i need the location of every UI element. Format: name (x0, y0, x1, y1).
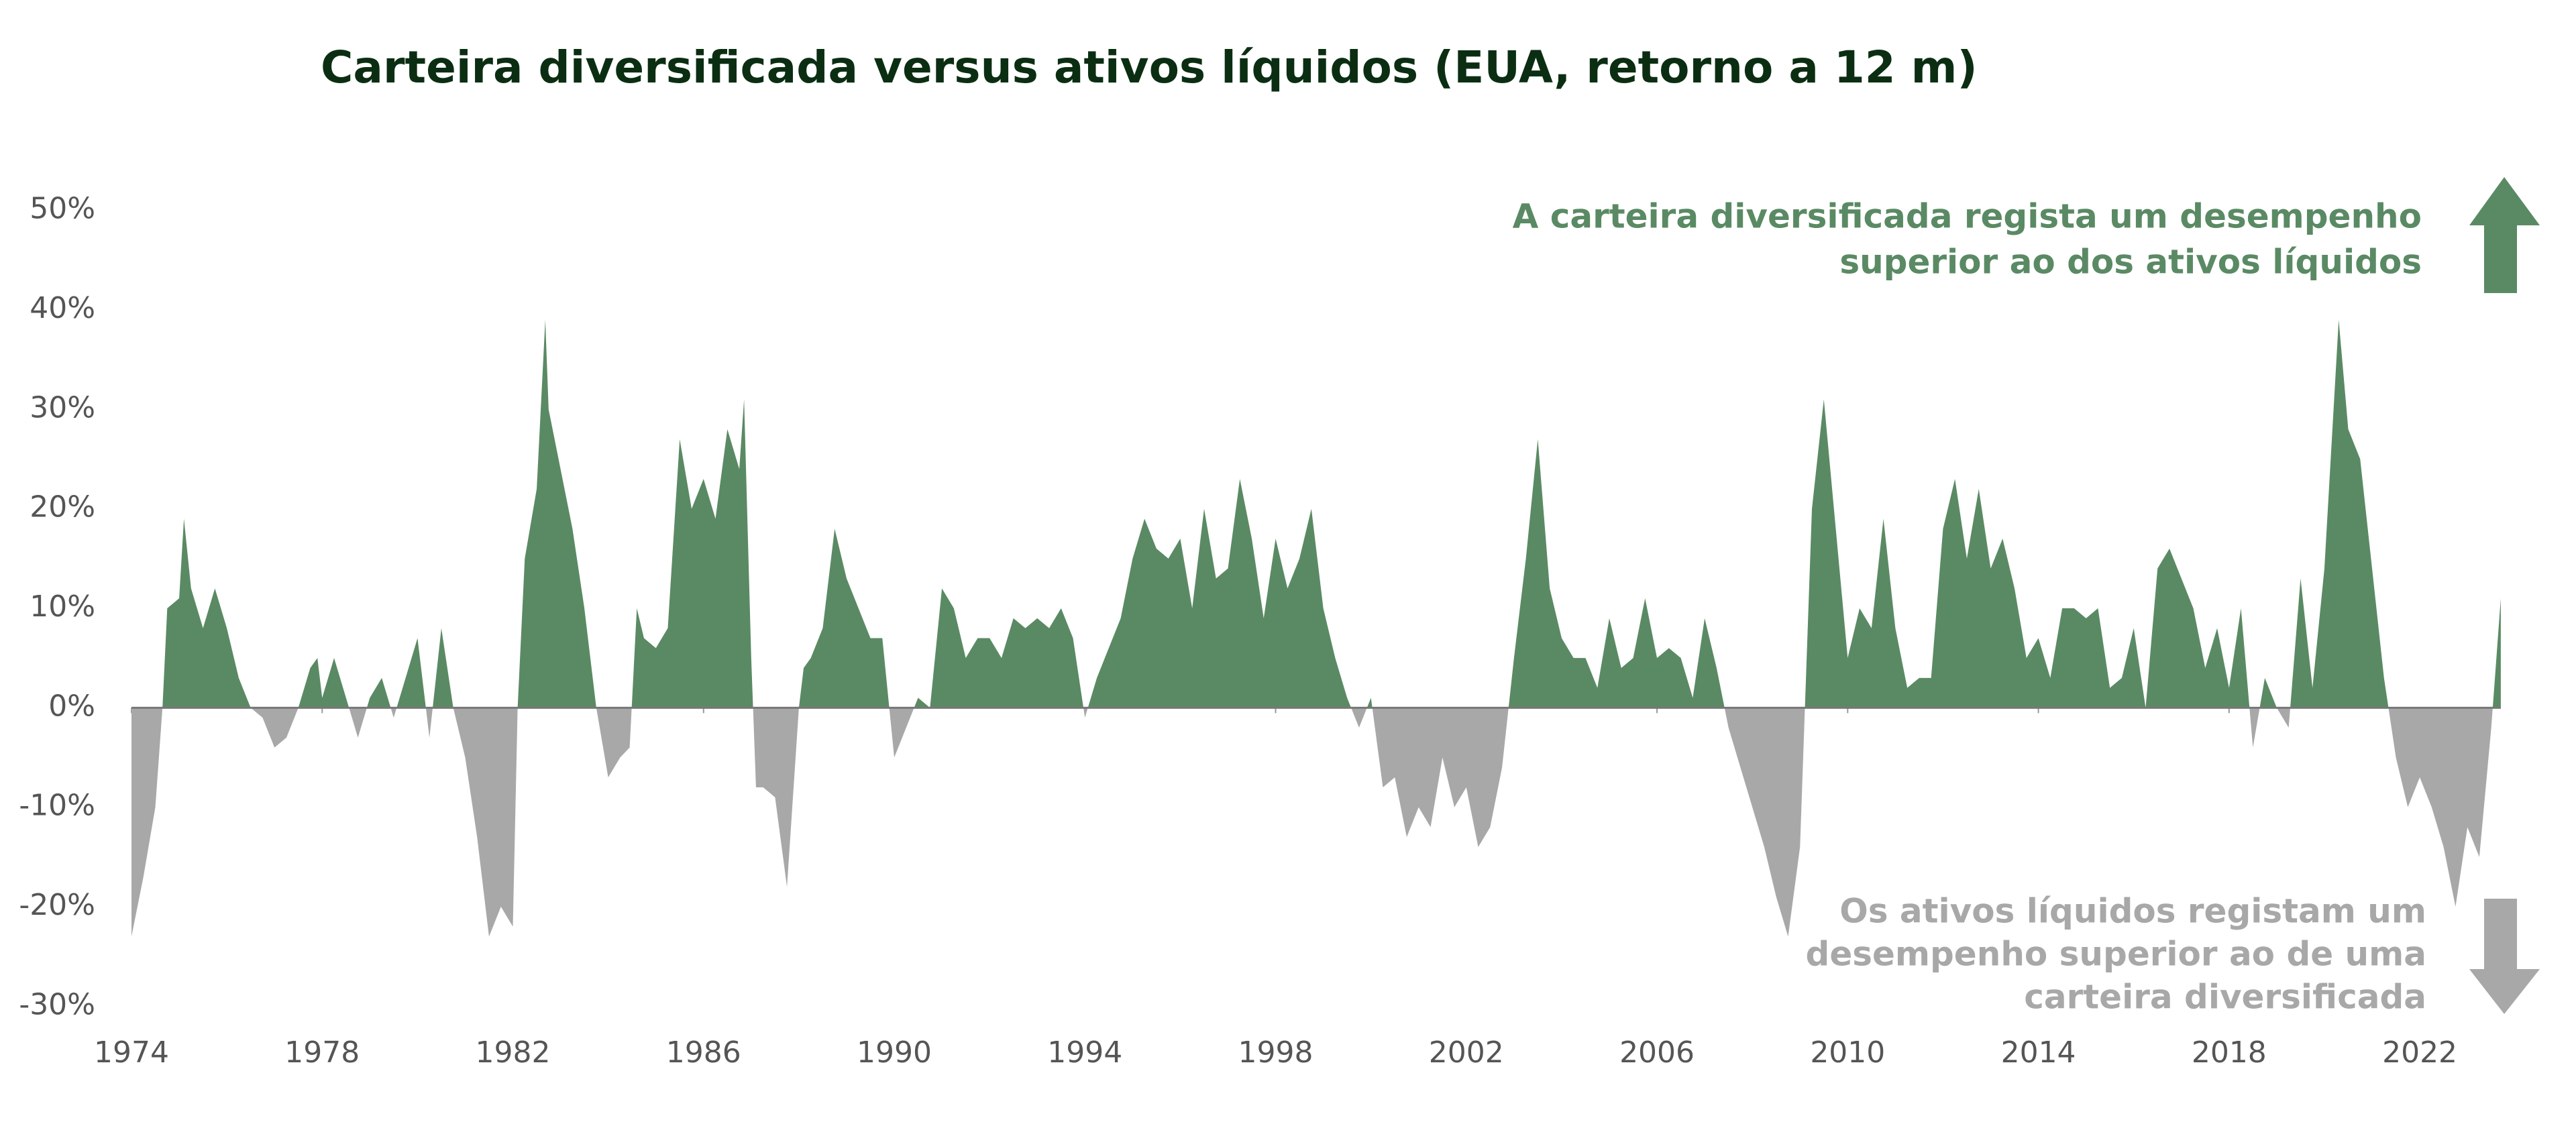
y-tick-label: 10% (30, 590, 95, 624)
annotation-negative: carteira diversificada (2024, 978, 2426, 1017)
annotation-positive: superior ao dos ativos líquidos (1839, 243, 2422, 282)
y-tick-label: -20% (19, 888, 95, 922)
x-tick-label: 2018 (2192, 1035, 2267, 1070)
y-tick-label: 0% (48, 689, 95, 723)
y-tick-label: -30% (19, 987, 95, 1021)
x-tick-label: 1986 (666, 1035, 741, 1070)
x-tick-label: 1998 (1238, 1035, 1313, 1070)
y-tick-label: 50% (30, 192, 95, 226)
y-tick-label: -10% (19, 789, 95, 823)
x-tick-label: 1994 (1047, 1035, 1122, 1070)
x-tick-label: 1974 (94, 1035, 169, 1070)
x-tick-label: 2006 (1619, 1035, 1695, 1070)
chart-title: Carteira diversificada versus ativos líq… (321, 42, 1978, 93)
up-arrow-shaft (2484, 224, 2517, 293)
x-tick-label: 2002 (1429, 1035, 1504, 1070)
annotation-negative: desempenho superior ao de uma (1806, 935, 2426, 974)
x-tick-label: 2022 (2382, 1035, 2457, 1070)
x-tick-label: 2010 (1810, 1035, 1885, 1070)
arrows (2469, 177, 2540, 1014)
down-arrow-head (2469, 969, 2540, 1014)
up-arrow-head (2469, 177, 2540, 225)
annotation-positive: A carteira diversificada regista um dese… (1513, 197, 2422, 236)
x-tick-label: 1982 (476, 1035, 551, 1070)
x-tick-label: 1990 (857, 1035, 932, 1070)
annotation-negative: Os ativos líquidos registam um (1839, 892, 2426, 931)
down-arrow-shaft (2484, 899, 2517, 970)
x-tick-label: 1978 (284, 1035, 360, 1070)
y-tick-label: 30% (30, 390, 95, 425)
area (131, 319, 2501, 937)
x-tick-label: 2014 (2001, 1035, 2076, 1070)
y-tick-label: 20% (30, 490, 95, 524)
y-tick-label: 40% (30, 291, 95, 325)
